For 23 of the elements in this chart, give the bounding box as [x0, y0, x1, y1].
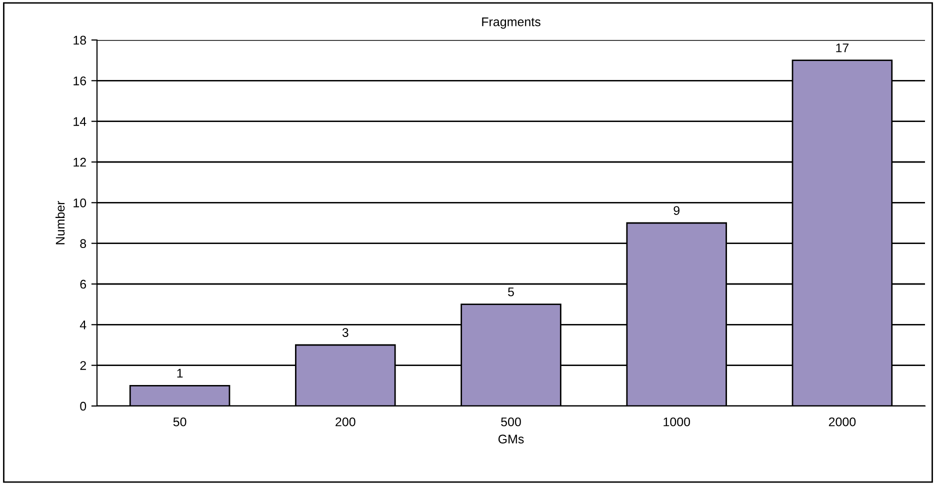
y-tick-label: 8: [80, 239, 86, 248]
x-axis-title: GMs: [498, 434, 524, 444]
y-tick-label: 18: [74, 36, 86, 45]
x-tick-label: 2000: [828, 417, 856, 426]
y-tick-label: 6: [80, 280, 86, 289]
x-tick-label: 1000: [664, 417, 690, 426]
y-tick-label: 0: [80, 402, 86, 411]
data-label: 9: [674, 206, 680, 215]
chart-title: Fragments: [482, 18, 540, 29]
y-tick-label: 16: [74, 76, 86, 86]
x-tick-label: 500: [501, 417, 521, 426]
y-tick-label: 4: [80, 320, 86, 330]
data-label: 1: [177, 368, 183, 378]
y-tick-label: 12: [74, 158, 86, 167]
data-label: 3: [342, 328, 348, 337]
y-tick-label: 10: [74, 198, 86, 208]
x-tick-label: 50: [173, 417, 186, 426]
x-tick-label: 200: [336, 417, 356, 426]
y-tick-label: 2: [80, 361, 86, 370]
y-axis-title: Number: [55, 200, 65, 244]
data-label: 17: [836, 44, 849, 52]
data-label: 5: [508, 288, 514, 296]
y-tick-label: 14: [74, 117, 86, 126]
